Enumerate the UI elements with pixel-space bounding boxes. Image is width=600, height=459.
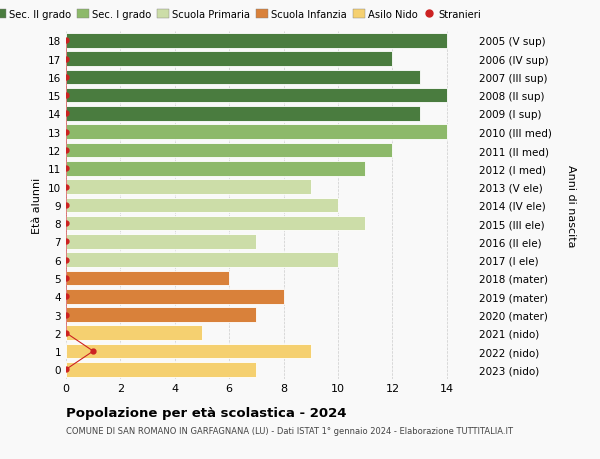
Y-axis label: Età alunni: Età alunni xyxy=(32,177,43,234)
Bar xyxy=(66,235,256,249)
Bar xyxy=(66,362,256,377)
Bar xyxy=(66,344,311,358)
Bar xyxy=(66,162,365,176)
Bar xyxy=(66,180,311,195)
Bar xyxy=(66,143,392,158)
Text: Popolazione per età scolastica - 2024: Popolazione per età scolastica - 2024 xyxy=(66,406,347,419)
Y-axis label: Anni di nascita: Anni di nascita xyxy=(566,164,575,246)
Bar xyxy=(66,308,256,322)
Text: COMUNE DI SAN ROMANO IN GARFAGNANA (LU) - Dati ISTAT 1° gennaio 2024 - Elaborazi: COMUNE DI SAN ROMANO IN GARFAGNANA (LU) … xyxy=(66,426,513,435)
Bar xyxy=(66,125,447,140)
Bar xyxy=(66,216,365,231)
Legend: Sec. II grado, Sec. I grado, Scuola Primaria, Scuola Infanzia, Asilo Nido, Stran: Sec. II grado, Sec. I grado, Scuola Prim… xyxy=(0,10,481,20)
Bar xyxy=(66,326,202,341)
Bar xyxy=(66,289,284,304)
Bar xyxy=(66,198,338,213)
Bar xyxy=(66,52,392,67)
Bar xyxy=(66,253,338,268)
Bar xyxy=(66,34,447,49)
Bar xyxy=(66,271,229,285)
Bar xyxy=(66,107,419,122)
Bar xyxy=(66,70,419,85)
Bar xyxy=(66,89,447,103)
